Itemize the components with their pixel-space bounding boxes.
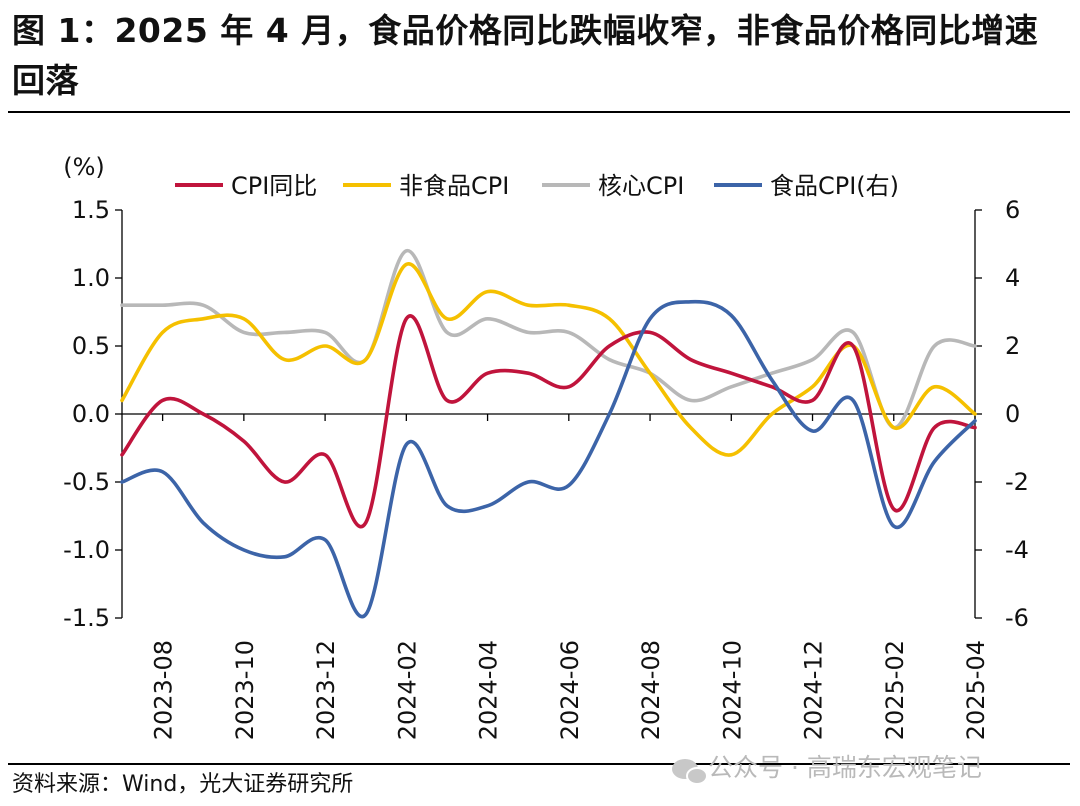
x-tick-label: 2023-12 xyxy=(312,640,340,740)
right-tick-label: 4 xyxy=(1005,264,1020,292)
right-tick-label: -4 xyxy=(1005,536,1029,564)
right-tick-label: -6 xyxy=(1005,604,1029,632)
y-unit-label: (%) xyxy=(63,153,105,181)
x-tick-label: 2024-02 xyxy=(393,640,421,740)
right-tick-label: 6 xyxy=(1005,196,1020,224)
watermark: 公众号 · 高瑞东宏观笔记 xyxy=(672,748,982,785)
series-lines xyxy=(120,249,977,619)
left-tick-label: 0.0 xyxy=(72,400,110,428)
legend-label: 食品CPI(右) xyxy=(770,172,899,200)
right-tick-label: 2 xyxy=(1005,332,1020,360)
x-tick-label: 2024-12 xyxy=(800,640,828,740)
chart-title: 图 1：2025 年 4 月，食品价格同比跌幅收窄，非食品价格同比增速回落 xyxy=(12,11,1039,100)
x-tick-label: 2025-04 xyxy=(962,640,990,740)
x-tick-label: 2024-08 xyxy=(637,640,665,740)
x-tick-label: 2023-10 xyxy=(231,640,259,740)
x-tick-label: 2023-08 xyxy=(150,640,178,740)
x-tick-label: 2024-10 xyxy=(718,640,746,740)
left-tick-label: -0.5 xyxy=(63,468,110,496)
left-tick-label: 1.5 xyxy=(72,196,110,224)
legend: CPI同比 非食品CPI 核心CPI 食品CPI(右) xyxy=(175,172,899,200)
source-note: 资料来源：Wind，光大证券研究所 xyxy=(12,772,354,797)
footer-divider xyxy=(8,763,1070,765)
left-tick-label: -1.5 xyxy=(63,604,110,632)
title-divider xyxy=(8,111,1070,113)
legend-label: 核心CPI xyxy=(598,172,684,200)
watermark-text: 公众号 · 高瑞东宏观笔记 xyxy=(708,753,982,782)
left-tick-label: 0.5 xyxy=(72,332,110,360)
x-tick-label: 2024-06 xyxy=(556,640,584,740)
right-tick-label: 0 xyxy=(1005,400,1020,428)
series-line-2 xyxy=(120,262,977,457)
x-tick-label: 2025-02 xyxy=(881,640,909,740)
legend-label: 非食品CPI xyxy=(399,172,509,200)
series-line-3 xyxy=(120,249,977,430)
left-tick-label: -1.0 xyxy=(63,536,110,564)
wechat-icon xyxy=(672,759,708,785)
series-line-1 xyxy=(120,314,977,529)
x-tick-label: 2024-04 xyxy=(475,640,503,740)
series-line-4 xyxy=(120,299,977,619)
left-tick-label: 1.0 xyxy=(72,264,110,292)
axes: (%) 1.5 1.0 0.5 0.0 -0.5 -1.0 -1.5 6 4 2 0 -2 -4 -6 202… xyxy=(63,153,1029,740)
right-tick-label: -2 xyxy=(1005,468,1029,496)
legend-label: CPI同比 xyxy=(231,172,317,200)
